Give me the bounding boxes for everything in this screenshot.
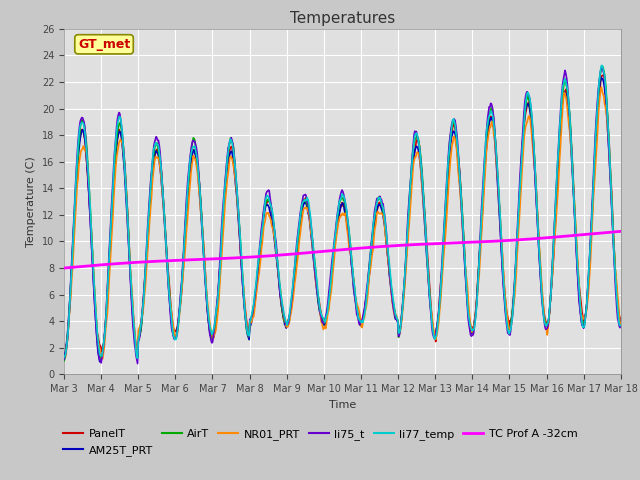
Title: Temperatures: Temperatures <box>290 11 395 26</box>
Text: GT_met: GT_met <box>78 38 130 51</box>
Legend: PanelT, AM25T_PRT, AirT, NR01_PRT, li75_t, li77_temp, TC Prof A -32cm: PanelT, AM25T_PRT, AirT, NR01_PRT, li75_… <box>58 425 582 460</box>
Y-axis label: Temperature (C): Temperature (C) <box>26 156 36 247</box>
X-axis label: Time: Time <box>329 400 356 409</box>
